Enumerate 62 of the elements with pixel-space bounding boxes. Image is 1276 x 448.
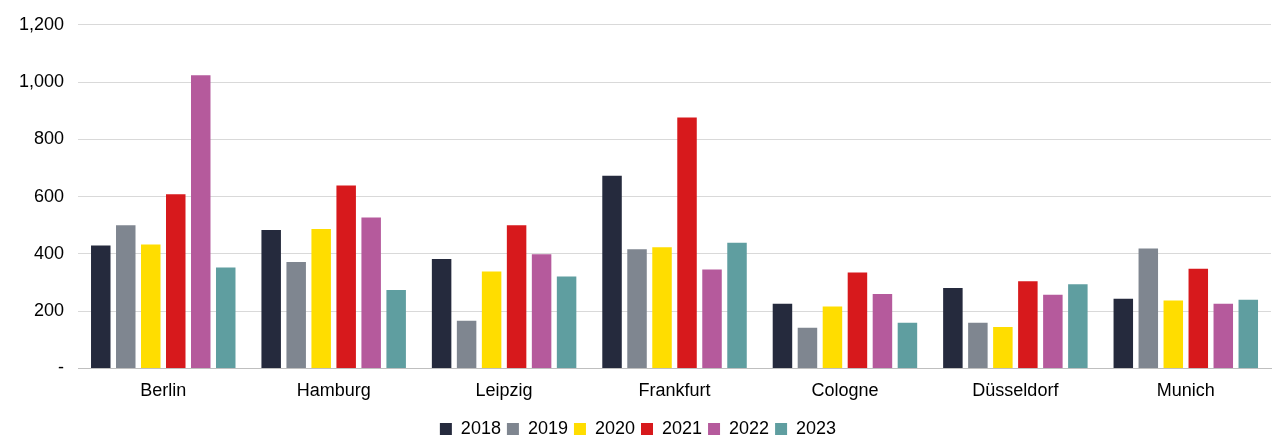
bar	[91, 245, 111, 368]
bar	[847, 272, 868, 368]
bar	[677, 117, 697, 368]
x-tick-label: Frankfurt	[638, 380, 711, 401]
bar	[116, 225, 136, 368]
bar	[191, 75, 211, 368]
bar	[872, 293, 893, 368]
bar	[943, 287, 963, 368]
bar	[481, 271, 502, 368]
y-tick-label: -	[58, 357, 65, 378]
bar	[456, 320, 477, 368]
bar	[216, 267, 236, 368]
bar	[386, 289, 406, 368]
x-tick-label: Hamburg	[296, 380, 371, 401]
bar	[797, 327, 818, 368]
bar	[1213, 303, 1234, 368]
bar	[968, 322, 988, 368]
y-tick-label: 200	[34, 300, 65, 321]
bar	[261, 230, 281, 368]
y-tick-label: 800	[34, 128, 65, 149]
bar	[1163, 300, 1184, 368]
legend-label: 2020	[594, 417, 635, 438]
bar	[166, 194, 186, 368]
bar	[702, 269, 722, 368]
legend-label: 2022	[729, 417, 770, 438]
bar	[1068, 284, 1088, 368]
x-tick-label: Cologne	[811, 380, 879, 401]
bar	[602, 175, 622, 368]
bar	[772, 303, 793, 368]
bar	[431, 259, 452, 368]
bar	[311, 228, 331, 368]
bar	[1043, 294, 1063, 368]
y-tick-label: 1,000	[19, 71, 65, 92]
legend-label: 2023	[796, 417, 837, 438]
bar	[1188, 268, 1209, 368]
bar	[1113, 298, 1134, 368]
bar	[897, 322, 918, 368]
bar	[361, 217, 381, 368]
bar	[286, 261, 306, 368]
y-tick-label: 400	[34, 242, 65, 263]
bar	[652, 247, 672, 368]
x-tick-label: Leipzig	[475, 380, 533, 401]
y-tick-label: 600	[34, 185, 65, 206]
x-tick-label: Munich	[1156, 380, 1215, 401]
bar	[993, 326, 1013, 368]
legend-label: 2018	[460, 417, 501, 438]
bar	[822, 306, 843, 368]
bar	[1238, 299, 1259, 368]
y-tick-label: 1,200	[19, 13, 65, 34]
bar	[1138, 248, 1159, 368]
bar	[531, 254, 552, 368]
bar	[336, 185, 356, 368]
x-tick-label: Berlin	[140, 380, 187, 401]
legend-label: 2021	[662, 417, 703, 438]
bar	[556, 276, 577, 368]
legend-label: 2019	[527, 417, 568, 438]
x-tick-label: Düsseldorf	[972, 380, 1060, 401]
bar	[1018, 281, 1038, 368]
bar	[727, 242, 747, 368]
bar	[627, 249, 647, 368]
bar	[141, 244, 161, 368]
bar	[506, 225, 527, 368]
